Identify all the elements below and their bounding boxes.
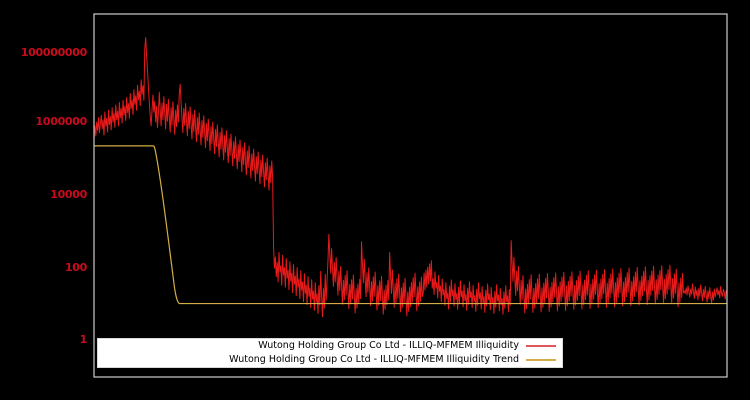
legend-entry-label: Wutong Holding Group Co Ltd - ILLIQ-MFME…: [229, 354, 519, 365]
legend-entry: Wutong Holding Group Co Ltd - ILLIQ-MFME…: [98, 353, 562, 367]
legend-entry: Wutong Holding Group Co Ltd - ILLIQ-MFME…: [98, 339, 562, 353]
illiquidity-trend-line: [93, 145, 728, 305]
plot-frame: [93, 13, 728, 378]
y-tick-label: 1000000: [35, 115, 88, 128]
y-tick-label: 100: [64, 261, 87, 274]
legend-color-swatch: [526, 345, 556, 347]
y-tick-label: 100000000: [20, 46, 87, 59]
y-tick-label: 10000: [50, 188, 87, 201]
y-tick-label: 1: [79, 333, 88, 346]
legend-entry-label: Wutong Holding Group Co Ltd - ILLIQ-MFME…: [258, 340, 519, 351]
chart-legend: Wutong Holding Group Co Ltd - ILLIQ-MFME…: [97, 338, 563, 368]
plot-background: [94, 14, 727, 377]
illiquidity-line: [93, 37, 728, 318]
legend-color-swatch: [526, 359, 556, 361]
